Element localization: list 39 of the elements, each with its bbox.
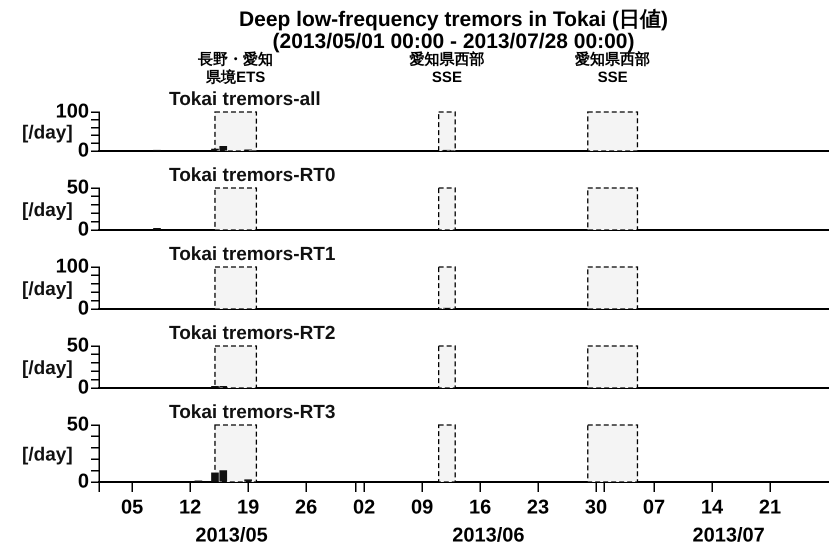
y-axis-title: [/day] (22, 279, 73, 300)
y-axis-title: [/day] (22, 444, 73, 466)
x-tick-label: 02 (352, 496, 376, 519)
y-tick-label: 50 (66, 414, 89, 436)
x-tick-label: 16 (468, 496, 492, 519)
x-tick-label: 12 (179, 496, 202, 519)
y-axis-title: [/day] (22, 200, 73, 222)
x-tick-label: 30 (584, 496, 608, 519)
band-label: 長野・愛知県境ETS (197, 51, 274, 86)
x2-tick-label: 2013/06 (452, 524, 524, 547)
y-tick-label: 0 (78, 376, 89, 399)
x-tick-label: 07 (642, 496, 666, 519)
text: Tokai tremors-RT3 (169, 402, 336, 424)
y-tick-label: 50 (66, 176, 89, 199)
text: Tokai tremors-RT1 (169, 244, 336, 266)
bar (244, 479, 252, 482)
x-tick-label: 14 (700, 496, 724, 519)
x-tick-label: 21 (758, 496, 782, 519)
text: Tokai tremors-RT0 (169, 165, 336, 186)
x-tick-label: 09 (410, 496, 434, 519)
y-tick-label: 100 (56, 100, 89, 123)
y-axis-title: [/day] (22, 122, 73, 144)
x-tick-label: 05 (121, 496, 144, 519)
y-tick-label: 0 (78, 470, 89, 493)
x-tick-label: 19 (236, 496, 260, 519)
band-label: 愛知県西部SSE (409, 50, 484, 86)
chart-title: Deep low-frequency tremors in Tokai (日値) (238, 8, 668, 31)
y-axis-title: [/day] (22, 358, 73, 380)
y-tick-label: 0 (78, 218, 89, 241)
x-tick-label: 26 (294, 496, 318, 519)
y-tick-label: 0 (78, 298, 89, 320)
x2-tick-label: 2013/07 (692, 524, 765, 547)
y-tick-label: 0 (78, 140, 89, 162)
x2-tick-label: 2013/05 (195, 524, 268, 547)
y-tick-label: 50 (66, 334, 89, 357)
y-tick-label: 100 (56, 256, 89, 278)
text: Tokai tremors-all (169, 89, 321, 110)
x-tick-label: 23 (526, 496, 550, 519)
text: Tokai tremors-RT2 (169, 323, 336, 344)
